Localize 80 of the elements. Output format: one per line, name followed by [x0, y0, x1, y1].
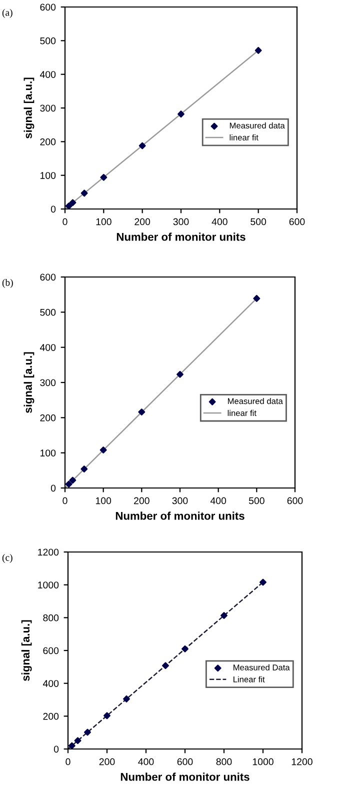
y-tick-label: 0 [50, 484, 56, 492]
y-axis-title: signal [a.u.] [24, 78, 34, 138]
x-tick-label: 300 [173, 218, 189, 226]
y-tick-label: 600 [43, 647, 59, 654]
y-tick-label: 100 [40, 450, 56, 456]
point [162, 662, 169, 670]
y-tick-label: 500 [40, 308, 56, 316]
y-tick-label: 1200 [38, 548, 59, 556]
y-tick-label: 300 [40, 379, 56, 386]
chart-title: (b) [2, 279, 13, 288]
x-tick-label: 600 [287, 497, 303, 504]
y-tick-label: 400 [40, 71, 56, 78]
point [80, 190, 88, 197]
legend-label: linear fit [228, 410, 256, 416]
x-tick-label: 100 [96, 218, 112, 226]
y-tick-label: 0 [54, 746, 59, 753]
point [68, 742, 76, 750]
point [100, 446, 107, 454]
chart-title: (c) [2, 554, 12, 563]
point [138, 142, 146, 150]
legend-label: Linear fit [234, 676, 265, 682]
y-axis-title: signal [a.u.] [24, 352, 34, 413]
x-tick-label: 0 [66, 758, 70, 766]
x-tick-label: 500 [248, 497, 264, 504]
chart-title: (a) [2, 9, 12, 18]
point [123, 695, 130, 702]
x-tick-label: 600 [289, 218, 305, 226]
x-tick-label: 200 [134, 497, 150, 504]
point [74, 737, 82, 744]
point [100, 174, 108, 181]
x-tick-label: 0 [62, 218, 68, 226]
legend-label: linear fit [230, 134, 258, 140]
y-tick-label: 300 [40, 104, 56, 112]
point [84, 728, 91, 736]
point [254, 46, 262, 54]
x-tick-label: 400 [210, 497, 226, 504]
x-tick-label: 600 [177, 758, 193, 766]
x-tick-label: 0 [62, 497, 68, 504]
x-axis-title: Number of monitor units [116, 232, 246, 241]
y-tick-label: 600 [40, 4, 56, 11]
y-tick-label: 800 [43, 614, 59, 622]
y-tick-label: 200 [40, 138, 56, 146]
y-tick-label: 400 [40, 344, 56, 351]
point [260, 578, 266, 586]
point [65, 202, 72, 210]
x-tick-label: 1000 [252, 758, 274, 766]
y-tick-label: 0 [50, 206, 56, 213]
point [178, 110, 184, 118]
y-tick-label: 1000 [38, 582, 59, 588]
x-tick-label: 100 [96, 497, 112, 504]
x-tick-label: 500 [250, 218, 266, 226]
x-tick-label: 400 [212, 218, 228, 226]
x-axis-title: Number of monitor units [120, 772, 250, 781]
point [253, 294, 260, 302]
x-tick-label: 1200 [292, 758, 312, 766]
point [220, 612, 228, 620]
y-tick-label: 200 [43, 712, 59, 720]
point [69, 476, 76, 484]
x-axis-title: Number of monitor units [116, 512, 244, 520]
x-tick-label: 800 [216, 758, 232, 766]
point [80, 466, 88, 472]
legend-label: Measured data [230, 122, 285, 129]
legend-label: Measured Data [234, 664, 290, 670]
y-tick-label: 500 [40, 37, 56, 44]
x-tick-label: 200 [99, 758, 115, 766]
y-tick-label: 600 [40, 274, 56, 281]
legend-label: Measured data [228, 398, 283, 404]
x-tick-label: 300 [172, 497, 188, 504]
y-tick-label: 400 [42, 680, 59, 687]
y-tick-label: 200 [40, 414, 56, 422]
x-tick-label: 200 [134, 218, 150, 226]
point [176, 370, 184, 378]
y-tick-label: 100 [40, 172, 56, 179]
point [69, 199, 76, 206]
point [182, 645, 188, 652]
point [104, 712, 110, 720]
y-axis-title: signal [a.u.] [21, 620, 32, 681]
point [65, 480, 72, 488]
point [138, 408, 146, 416]
x-tick-label: 400 [138, 758, 154, 766]
